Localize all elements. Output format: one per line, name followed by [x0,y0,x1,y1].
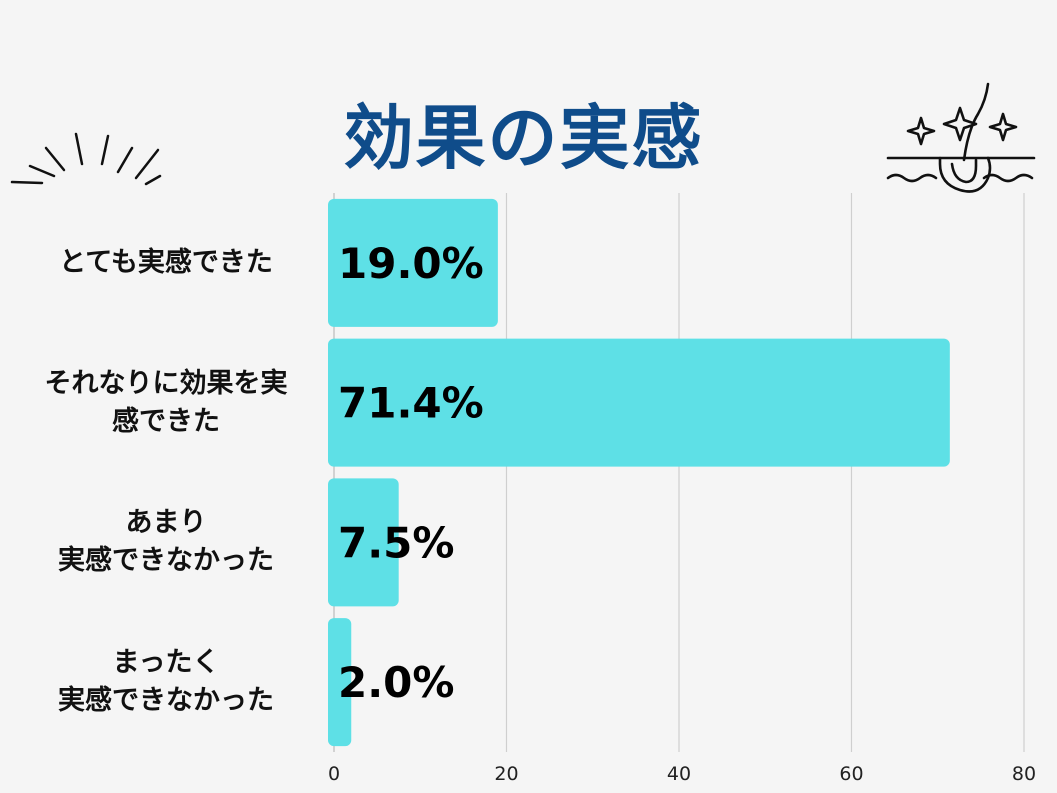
bar [328,478,399,607]
category-label: あまり 実感できなかった [58,507,274,577]
data-label: 2.0% [338,658,454,707]
data-label: 7.5% [338,518,454,567]
chart-title: 効果の実感 [343,97,704,179]
hair-follicle-sparkle-icon [886,82,1036,193]
x-tick-label: 0 [328,763,340,785]
x-tick-label: 60 [839,763,863,785]
x-tick-label: 80 [1012,763,1036,785]
category-label: それなりに効果を実 感できた [44,367,288,437]
category-label: とても実感できた [59,246,273,278]
category-label: まったく 実感できなかった [58,647,274,717]
bar [328,338,950,467]
x-tick-label: 20 [494,763,518,785]
data-label: 71.4% [338,379,484,428]
x-tick-label: 40 [667,763,691,785]
burst-lines-icon [10,132,162,186]
bar [328,198,498,327]
bar [328,618,352,747]
data-label: 19.0% [338,239,484,288]
